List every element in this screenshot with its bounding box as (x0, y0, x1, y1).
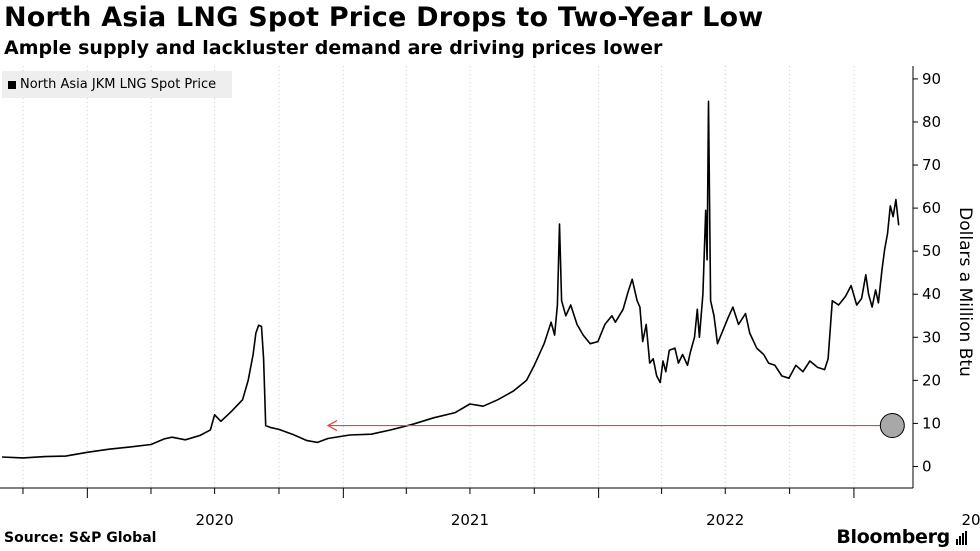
x-tick-label: 2021 (451, 511, 489, 529)
x-tick-label: 2023 (961, 511, 980, 529)
y-tick-label: 0 (922, 457, 932, 475)
y-tick-label: 60 (922, 199, 941, 217)
x-tick-label: 2020 (196, 511, 234, 529)
chart-subtitle: Ample supply and lackluster demand are d… (4, 37, 663, 59)
y-tick-label: 20 (922, 371, 941, 389)
bloomberg-logo: Bloomberg (836, 526, 950, 548)
y-tick-label: 50 (922, 242, 941, 260)
legend: North Asia JKM LNG Spot Price (2, 71, 232, 98)
arrow-annotation-head (326, 420, 338, 432)
y-tick-label: 30 (922, 328, 941, 346)
series-line-jkm (1, 100, 900, 459)
x-tick-label: 2022 (706, 511, 744, 529)
source-note: Source: S&P Global (4, 530, 157, 546)
y-tick-label: 10 (922, 414, 941, 432)
y-tick-label: 90 (922, 70, 941, 88)
y-tick-label: 40 (922, 285, 941, 303)
y-axis-label: Dollars a Million Btu (955, 207, 975, 377)
legend-label: North Asia JKM LNG Spot Price (20, 77, 217, 92)
chart-title: North Asia LNG Spot Price Drops to Two-Y… (4, 2, 764, 33)
legend-swatch (8, 80, 16, 89)
y-tick-label: 80 (922, 113, 941, 131)
latest-value-marker (879, 413, 905, 439)
bloomberg-terminal-icon (956, 531, 967, 545)
y-tick-label: 70 (922, 156, 941, 174)
